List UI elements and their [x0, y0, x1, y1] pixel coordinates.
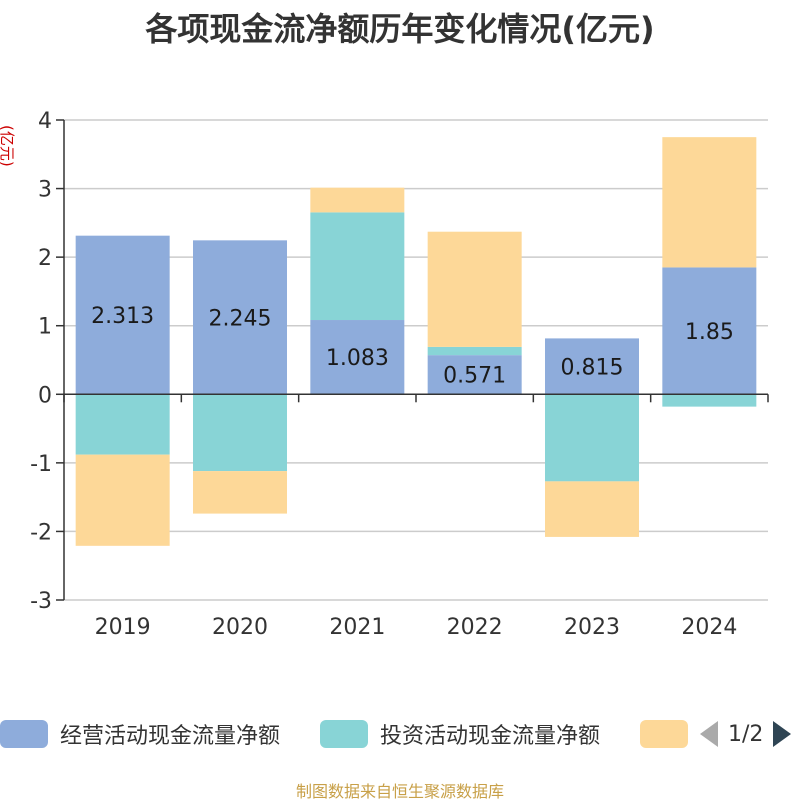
bar-0-2020[interactable]: [193, 240, 287, 395]
y-tick-label: 1: [38, 315, 52, 340]
y-tick-label: 2: [38, 246, 52, 271]
pager-next-icon[interactable]: [773, 721, 792, 747]
legend-label-operating: 经营活动现金流量净额: [60, 724, 281, 749]
bar-0-2022[interactable]: [427, 355, 522, 395]
legend: 经营活动现金流量净额 投资活动现金流量净额 1/2: [0, 714, 800, 754]
data-label: 2.245: [209, 306, 272, 331]
bar-2-2022[interactable]: [427, 231, 522, 347]
legend-swatch-investing: [320, 720, 368, 748]
legend-pager: 1/2: [700, 714, 792, 754]
x-tick-label: 2024: [681, 615, 737, 640]
y-axis-label: (亿元): [0, 125, 16, 167]
data-label: 1.083: [326, 346, 389, 371]
data-label: 0.571: [443, 364, 506, 389]
bar-1-2021[interactable]: [310, 212, 405, 321]
data-label: 0.815: [561, 355, 624, 380]
x-tick-label: 2020: [212, 615, 268, 640]
bar-0-2019[interactable]: [75, 235, 170, 395]
data-label: 1.85: [685, 320, 734, 345]
pager-text: 1/2: [728, 721, 764, 747]
source-note: 制图数据来自恒生聚源数据库: [295, 782, 504, 801]
y-tick-label: 3: [38, 178, 52, 203]
legend-item-investing[interactable]: 投资活动现金流量净额: [320, 714, 600, 754]
legend-swatch-operating: [0, 720, 48, 748]
bar-0-2024[interactable]: [662, 267, 757, 395]
y-tick-label: -2: [30, 520, 52, 545]
x-tick-label: 2023: [564, 615, 620, 640]
bar-1-2020[interactable]: [193, 394, 287, 472]
bar-2-2024[interactable]: [662, 137, 757, 268]
bar-1-2022[interactable]: [427, 346, 522, 356]
y-tick-label: 4: [38, 109, 52, 134]
y-tick-label: 0: [38, 383, 52, 408]
x-tick-label: 2021: [329, 615, 385, 640]
legend-item-operating[interactable]: 经营活动现金流量净额: [0, 714, 280, 754]
bar-0-2021[interactable]: [310, 320, 405, 395]
y-tick-label: -1: [30, 452, 52, 477]
chart-plot: -3 -2 -1 0 1 2 3 4 2.313 2.245 1.083 0.571 0.815 1.85…: [0, 109, 769, 640]
bar-1-2024[interactable]: [662, 394, 757, 407]
x-tick-label: 2022: [447, 615, 503, 640]
legend-swatch-financing: [640, 720, 688, 748]
legend-item-financing[interactable]: [640, 714, 688, 754]
bar-1-2023[interactable]: [545, 394, 639, 482]
bar-2-2023[interactable]: [545, 481, 639, 537]
bar-2-2020[interactable]: [193, 471, 287, 514]
bar-0-2023[interactable]: [545, 338, 639, 395]
bar-2-2021[interactable]: [310, 187, 405, 213]
y-tick-label: -3: [30, 589, 52, 614]
data-label: 2.313: [91, 304, 154, 329]
legend-label-investing: 投资活动现金流量净额: [380, 724, 601, 749]
bar-2-2019[interactable]: [75, 454, 170, 546]
chart-title: 各项现金流净额历年变化情况(亿元): [145, 10, 655, 48]
x-tick-label: 2019: [95, 615, 151, 640]
pager-prev-icon[interactable]: [700, 721, 718, 747]
bar-1-2019[interactable]: [75, 394, 170, 455]
